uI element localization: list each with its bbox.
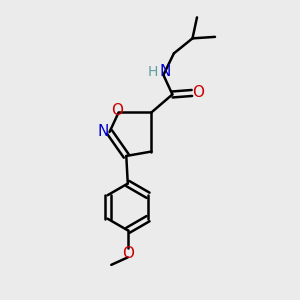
Text: O: O xyxy=(111,103,123,118)
Text: N: N xyxy=(98,124,109,140)
Text: O: O xyxy=(122,246,134,261)
Text: N: N xyxy=(159,64,171,80)
Text: H: H xyxy=(148,65,158,79)
Text: O: O xyxy=(193,85,205,100)
